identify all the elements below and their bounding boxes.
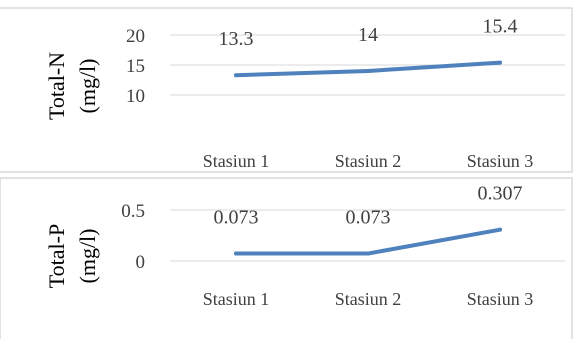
- chart-2-series-line: [234, 227, 502, 256]
- chart-1-data-point: [366, 69, 370, 73]
- chart-1-ytick-label: 10: [126, 86, 145, 107]
- chart-1-category-label: Stasiun 2: [335, 151, 402, 171]
- chart-1-category-label: Stasiun 1: [203, 151, 270, 171]
- chart-1-data-label: 15.4: [483, 16, 518, 38]
- chart-1-data-point: [498, 60, 502, 65]
- chart-2-gridlines: [170, 209, 565, 262]
- chart-2-plot: 0.073 0.073 0.307: [214, 183, 523, 256]
- chart-2-data-point: [498, 227, 502, 232]
- chart-2-category-label: Stasiun 1: [203, 289, 270, 309]
- chart-2-data-point: [366, 251, 370, 256]
- chart-1-ytick-label: 15: [126, 56, 145, 77]
- chart-1: 20 15 10 Total-N (mg/l) Stasiun 1 Stasiu…: [44, 16, 565, 171]
- chart-2-category-label: Stasiun 3: [467, 289, 534, 309]
- chart-2-ytick-label: 0: [136, 252, 146, 273]
- chart-2-data-label: 0.073: [346, 207, 391, 229]
- chart-2-category-label: Stasiun 2: [335, 289, 402, 309]
- chart-1-series-line: [234, 60, 502, 78]
- chart-1-data-label: 14: [358, 24, 378, 46]
- chart-2-ylabel-line-2: (mg/l): [75, 229, 100, 284]
- chart-2-data-label: 0.307: [478, 183, 523, 205]
- chart-1-frame: [0, 7, 573, 173]
- chart-1-data-point: [234, 73, 238, 78]
- chart-2: 0.5 0 Total-P (mg/l) Stasiun 1 Stasiun 2…: [44, 183, 565, 309]
- chart-1-data-label: 13.3: [219, 28, 254, 50]
- chart-1-ylabel-line-2: (mg/l): [75, 59, 100, 114]
- chart-2-data-point: [234, 251, 238, 256]
- chart-1-category-label: Stasiun 3: [467, 151, 534, 171]
- chart-2-ylabel-line-1: Total-P: [44, 224, 69, 288]
- chart-2-data-label: 0.073: [214, 207, 259, 229]
- chart-1-ytick-label: 20: [126, 26, 145, 47]
- chart-1-gridlines: [170, 34, 565, 96]
- chart-2-ytick-label: 0.5: [121, 201, 145, 222]
- chart-1-plot: 13.3 14 15.4: [219, 16, 518, 78]
- chart-2-frame: [0, 177, 573, 339]
- chart-1-ylabel-line-1: Total-N: [44, 52, 69, 120]
